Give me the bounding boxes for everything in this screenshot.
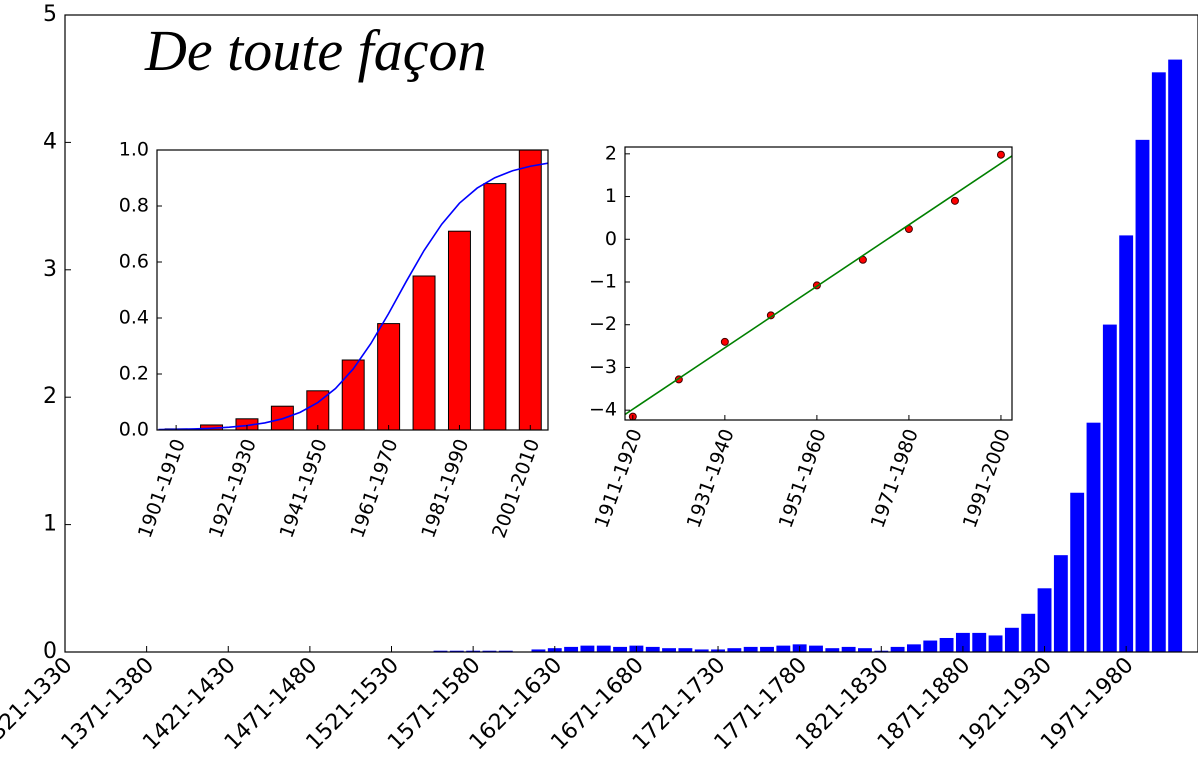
y-tick-label: 1	[605, 185, 617, 207]
plot-area	[158, 150, 548, 430]
bar	[939, 637, 954, 652]
y-tick-label: 1	[43, 512, 57, 537]
bar	[743, 646, 758, 652]
x-tick-label: 2001-2010	[488, 436, 544, 541]
y-tick-label: −2	[589, 313, 617, 335]
bar	[498, 650, 513, 652]
chart-title: De toute façon	[144, 18, 486, 83]
bar	[433, 650, 448, 652]
bar	[760, 646, 774, 652]
x-tick-label: 1971-1980	[867, 426, 923, 531]
bar	[678, 648, 693, 652]
bar	[858, 648, 872, 652]
fit-line	[158, 162, 548, 430]
bar	[694, 649, 709, 652]
bar	[923, 640, 938, 652]
bar	[412, 275, 436, 430]
bar	[1102, 324, 1117, 652]
bar	[449, 650, 464, 652]
scatter-point	[996, 150, 1005, 159]
x-tick-label: 1951-1960	[775, 426, 831, 531]
scatter-point	[950, 196, 959, 205]
y-tick-label: −4	[589, 399, 617, 421]
bar	[890, 646, 905, 652]
y-tick-label: 0.2	[119, 363, 149, 385]
bar	[1135, 139, 1150, 652]
x-tick-label: 1991-2000	[959, 426, 1015, 531]
y-tick-label: 2	[605, 142, 617, 164]
y-tick-label: 3	[43, 257, 57, 282]
bar	[518, 150, 542, 430]
y-tick-label: 5	[43, 2, 57, 27]
bar	[447, 230, 471, 430]
bar	[988, 635, 1003, 652]
bar	[1151, 72, 1166, 652]
bar	[727, 648, 742, 652]
x-tick-label: 1911-1920	[591, 426, 647, 531]
bar	[1053, 555, 1068, 652]
fit-line	[625, 155, 1012, 416]
bar	[1119, 235, 1134, 652]
bar	[841, 646, 856, 652]
bar	[564, 646, 579, 652]
bar	[1037, 588, 1052, 652]
bar	[906, 644, 921, 652]
y-tick-label: 0	[605, 228, 617, 250]
bar	[1070, 492, 1085, 652]
bar	[825, 648, 840, 652]
y-tick-label: 2	[43, 384, 57, 409]
bar	[645, 646, 660, 652]
y-tick-label: 4	[43, 129, 57, 154]
plot-area	[625, 150, 1012, 420]
y-tick-label: −3	[589, 356, 617, 378]
bar	[1168, 59, 1183, 652]
x-tick-label: 1901-1910	[134, 436, 190, 541]
bar	[809, 645, 823, 652]
x-tick-label: 1941-1950	[276, 436, 332, 541]
axes-frame	[156, 149, 549, 431]
x-tick-label: 1981-1990	[417, 436, 473, 541]
x-tick-label: 1921-1930	[205, 436, 261, 541]
bar	[531, 649, 546, 652]
bar	[341, 359, 365, 430]
y-tick-label: −1	[589, 271, 617, 293]
y-tick-label: 0.8	[119, 195, 149, 217]
y-tick-label: 1.0	[119, 139, 149, 161]
bar	[662, 648, 676, 652]
y-tick-label: 0.4	[119, 307, 149, 329]
bar	[1086, 422, 1101, 652]
bar	[776, 645, 791, 652]
axes-frame	[624, 146, 1013, 421]
bar	[955, 632, 970, 652]
y-tick-label: 0	[43, 639, 57, 664]
bar	[482, 650, 497, 652]
bar	[613, 646, 628, 652]
bar	[972, 632, 987, 652]
y-tick-label: 0.0	[119, 419, 149, 441]
bar	[377, 323, 401, 430]
y-tick-label: 0.6	[119, 251, 149, 273]
bar	[1021, 613, 1036, 652]
x-tick-label: 1961-1970	[346, 436, 402, 541]
bar	[580, 645, 595, 652]
axes-frame	[64, 14, 1198, 653]
plot-area	[433, 59, 1183, 652]
scatter-point	[720, 337, 729, 346]
bar	[1004, 627, 1019, 652]
bar	[483, 183, 507, 430]
x-tick-label: 1931-1940	[683, 426, 739, 531]
bar	[596, 645, 611, 652]
